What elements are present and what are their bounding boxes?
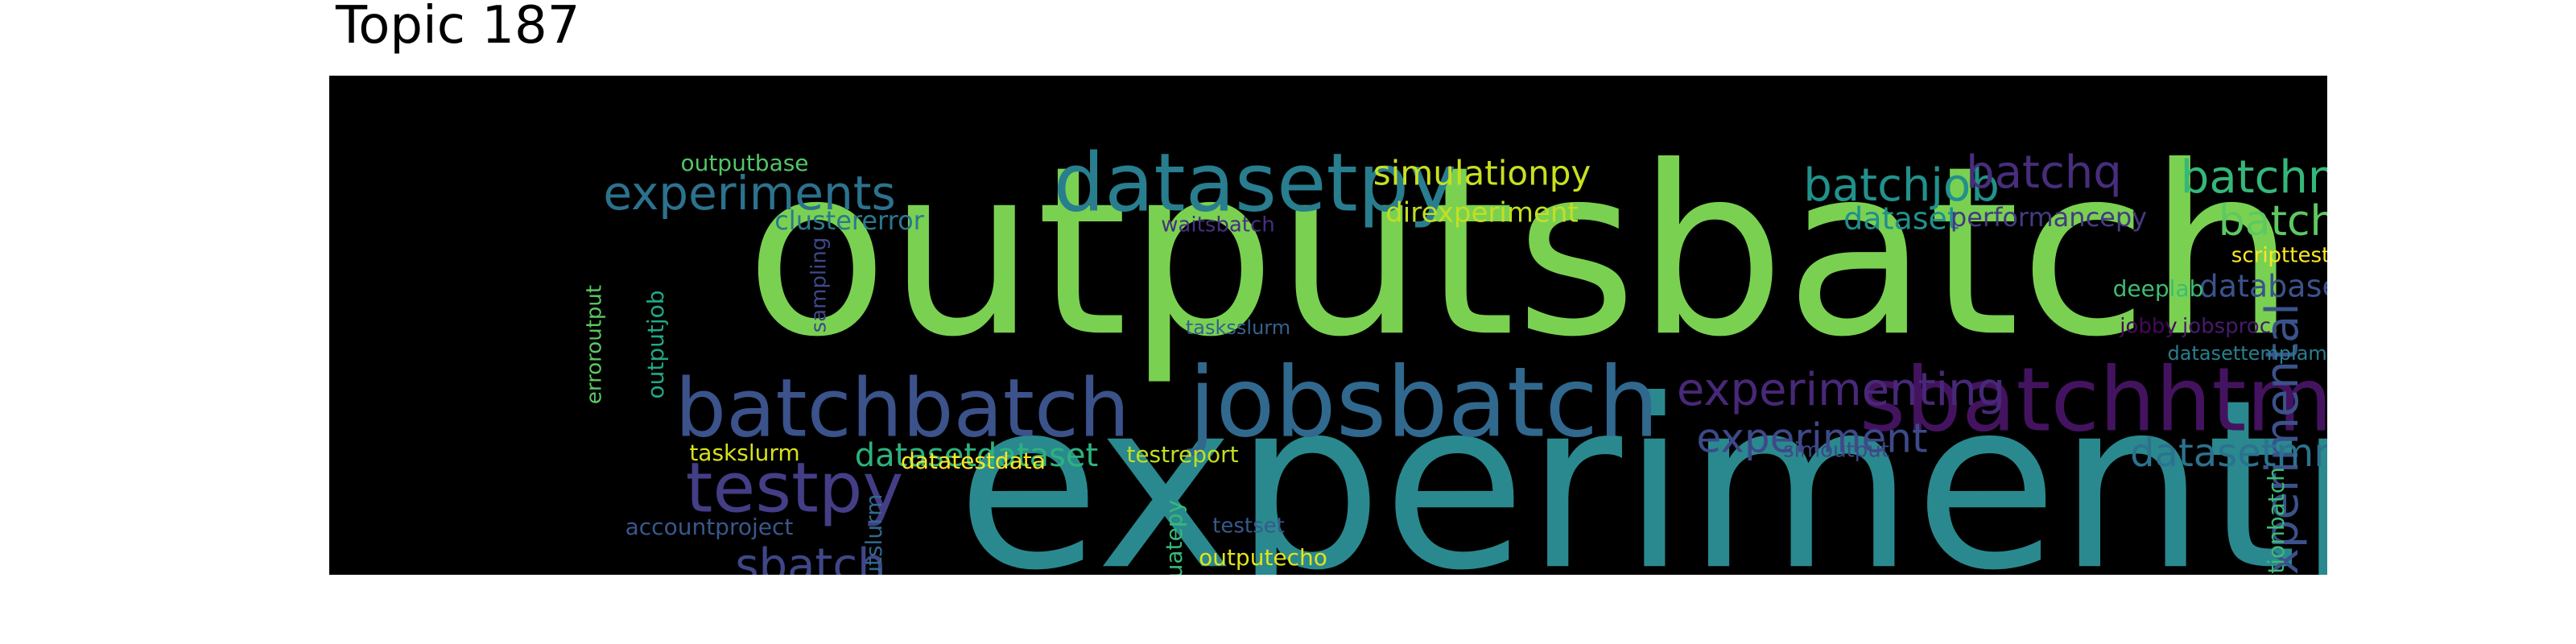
cloud-word: jobsbatch xyxy=(1187,348,1659,460)
word-cloud: outputsbatchexperimentpyjobsbatch batchba… xyxy=(329,76,2327,575)
cloud-word: datatestdata xyxy=(901,448,1046,474)
cloud-word: jobby xyxy=(2119,315,2178,339)
cloud-word: outputjob xyxy=(642,290,669,398)
cloud-word: performancepy xyxy=(1951,202,2147,233)
cloud-word: tasksslurm xyxy=(1186,316,1290,339)
cloud-word: outputsbatch xyxy=(745,117,2296,388)
cloud-word: batchbatch xyxy=(675,361,1130,455)
cloud-word: testset xyxy=(1212,514,1285,539)
cloud-word: erroroutput xyxy=(583,285,607,404)
cloud-word: outputbase xyxy=(680,150,808,176)
cloud-word: evaluatepy xyxy=(1161,500,1187,575)
cloud-word: datasetdataset xyxy=(855,437,1098,474)
cloud-word: batchq xyxy=(1966,147,2122,199)
cloud-word: scripttest xyxy=(2231,244,2327,268)
cloud-word: simulationpy xyxy=(1373,154,1591,193)
cloud-word: testpy xyxy=(686,448,904,528)
word-cloud-canvas: outputsbatchexperimentpyjobsbatch batchba… xyxy=(583,117,2328,575)
cloud-word: jobsproc xyxy=(2182,315,2271,339)
cloud-word: datasetmnist xyxy=(2130,431,2327,476)
cloud-word: direxperiment xyxy=(1385,197,1579,229)
cloud-word: batchjob xyxy=(1803,159,1999,212)
cloud-word: sbatchhtml xyxy=(1860,348,2327,451)
cloud-word: experiments xyxy=(603,166,895,221)
cloud-word: batchpy xyxy=(2219,197,2327,246)
cloud-word: sampling xyxy=(807,237,832,333)
cloud-word: testreport xyxy=(1126,441,1238,468)
cloud-word: datasetpy xyxy=(1054,135,1457,229)
cloud-word: dataset xyxy=(1843,201,1959,237)
cloud-word: partitionbatch xyxy=(2263,467,2289,575)
cloud-word: databasepy xyxy=(2199,269,2327,304)
cloud-word: waitsbatch xyxy=(1161,213,1275,237)
cloud-word: accountproject xyxy=(625,514,794,540)
cloud-word: datasettemplama xyxy=(2168,342,2328,365)
cloud-word: taskslurm xyxy=(689,440,799,466)
cloud-word: batchnorm xyxy=(2181,151,2327,204)
cloud-word: experimental xyxy=(2256,303,2309,575)
cloud-word: sbatch xyxy=(735,539,886,575)
cloud-word: clustererror xyxy=(774,205,924,236)
cloud-word: simoutput xyxy=(1783,439,1889,463)
cloud-word: outputecho xyxy=(1199,544,1327,571)
cloud-word: experiment xyxy=(1696,415,1927,462)
cloud-word: deeplab xyxy=(2113,275,2204,302)
figure-title: Topic 187 xyxy=(336,0,580,56)
cloud-word: experimentpy xyxy=(956,350,2327,575)
cloud-word: experimenting xyxy=(1677,364,2005,416)
cloud-word: outputslurm xyxy=(861,494,887,575)
